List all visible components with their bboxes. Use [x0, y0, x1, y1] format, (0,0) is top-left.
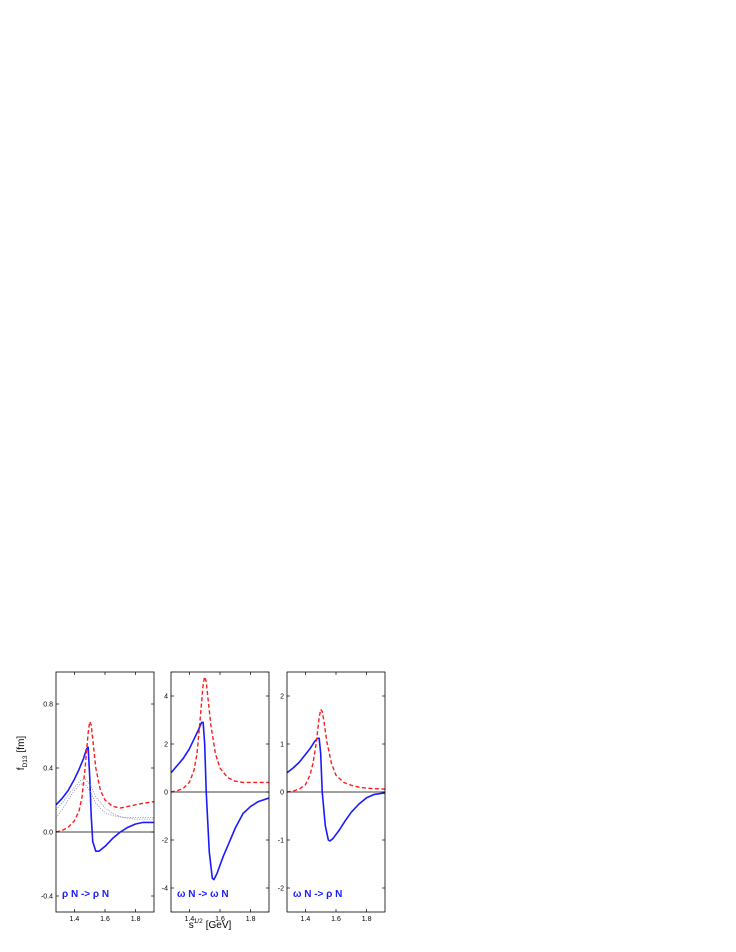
panel-3: 1.4 1.6 1.8 -2 -1 0 1 2 ω N -> ρ N: [278, 671, 386, 923]
x-tick-label: 1.8: [131, 916, 141, 923]
reaction-label: ρ N -> ρ N: [62, 889, 109, 900]
panel-1: 1.4 1.6 1.8 -0.4 0.0 0.4 0.8 ρ N -> ρ N: [41, 671, 155, 923]
x-tick-label: 1.6: [215, 916, 225, 923]
y-axis-title-main: f: [16, 767, 27, 770]
y-tick-label: 1: [280, 742, 284, 749]
x-tick-label: 1.8: [362, 916, 372, 923]
reaction-label: ω N -> ρ N: [293, 889, 342, 900]
reaction-label: ω N -> ω N: [177, 889, 229, 900]
panels-group: 1.4 1.6 1.8-0.40.00.40.8ρ N -> ρ N1.4 1.6 1.…: [41, 671, 386, 923]
series-dashed-line: [56, 720, 154, 833]
y-axis-title-sub: D13: [22, 755, 29, 767]
y-tick-label: 0.0: [43, 830, 53, 837]
x-axis-title-unit: [GeV]: [206, 920, 232, 931]
y-axis-title-unit: [fm]: [16, 736, 27, 753]
x-tick-label: 1.4: [301, 916, 311, 923]
x-tick-label: 1.4: [70, 916, 80, 923]
y-tick-label: 2: [164, 742, 168, 749]
y-tick-label: 0: [164, 790, 168, 797]
x-tick-label: 1.8: [246, 916, 256, 923]
series-solid-line: [287, 737, 385, 842]
x-tick-label: 1.6: [331, 916, 341, 923]
y-axis-title: fD13 [fm]: [16, 736, 29, 771]
x-axis-title-sup: 1/2: [194, 918, 203, 925]
y-tick-label: 0.4: [43, 766, 53, 773]
series-dashed-line: [171, 676, 269, 793]
y-tick-label: -4: [162, 886, 168, 893]
y-tick-label: 4: [164, 694, 168, 701]
y-tick-label: -0.4: [41, 894, 53, 901]
series-dotted-line: [56, 783, 154, 819]
x-tick-label: 1.4: [185, 916, 195, 923]
y-tick-label: 0.8: [43, 702, 53, 709]
panel-2: 1.4 1.6 1.8 -4 -2 0 2 4 ω N -> ω N: [162, 671, 270, 923]
y-tick-label: 0: [280, 790, 284, 797]
x-axis-title: s1/2 [GeV]: [189, 918, 232, 931]
y-tick-label: -1: [278, 838, 284, 845]
x-axis-title-main: s: [189, 920, 194, 931]
y-tick-label: -2: [278, 886, 284, 893]
series-dashed-line: [287, 708, 385, 793]
series-solid-line: [56, 746, 154, 852]
x-tick-label: 1.6: [100, 916, 110, 923]
y-tick-label: -2: [162, 838, 168, 845]
svg-text:fD13[fm]: fD13 [fm]: [16, 736, 29, 771]
series-solid-line: [171, 721, 269, 881]
y-tick-label: 2: [280, 694, 284, 701]
